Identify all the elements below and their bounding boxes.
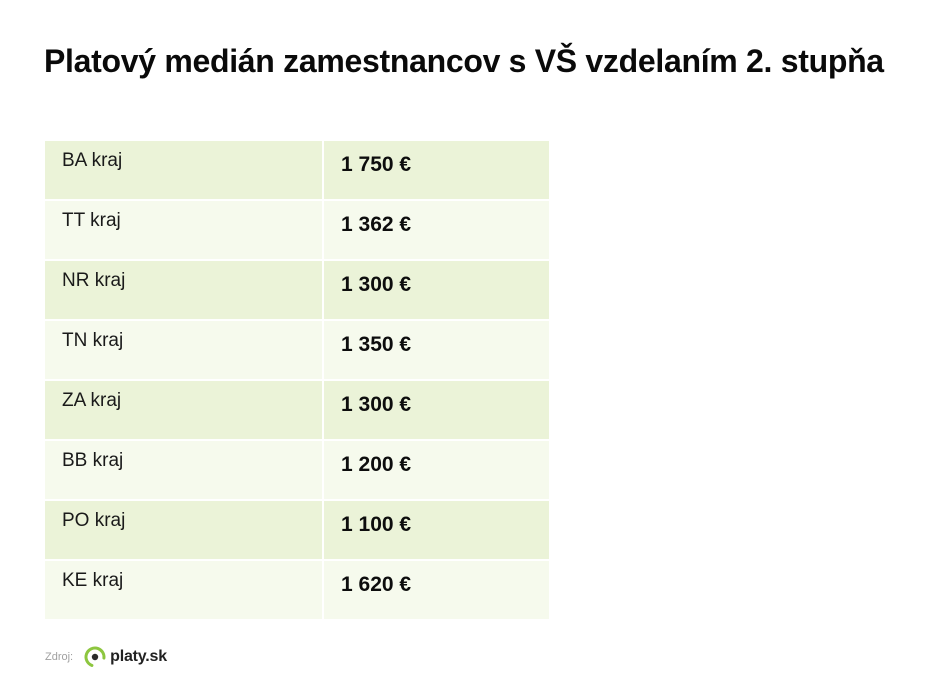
salary-cell: 1 100 € (341, 513, 412, 536)
platy-logo-icon (84, 646, 106, 668)
salary-cell: 1 300 € (341, 273, 412, 296)
salary-cell: 1 300 € (341, 393, 412, 416)
salary-table: BA kraj 1 750 € TT kraj 1 362 € NR kraj … (45, 141, 549, 621)
region-cell: TT kraj (45, 201, 324, 259)
region-cell: ZA kraj (45, 381, 324, 439)
page-title: Platový medián zamestnancov s VŠ vzdelan… (44, 43, 884, 79)
table-row: ZA kraj 1 300 € (45, 381, 549, 441)
source-label: Zdroj: (45, 651, 74, 663)
table-row: NR kraj 1 300 € (45, 261, 549, 321)
region-cell: TN kraj (45, 321, 324, 379)
region-cell: KE kraj (45, 561, 324, 619)
table-row: BA kraj 1 750 € (45, 141, 549, 201)
region-cell: PO kraj (45, 501, 324, 559)
region-cell: BB kraj (45, 441, 324, 499)
region-cell: BA kraj (45, 141, 324, 199)
table-row: TT kraj 1 362 € (45, 201, 549, 261)
region-cell: NR kraj (45, 261, 324, 319)
salary-cell: 1 200 € (341, 453, 412, 476)
source-footer: Zdroj: platy.sk (45, 642, 167, 672)
salary-cell: 1 620 € (341, 573, 412, 596)
salary-cell: 1 362 € (341, 213, 412, 236)
table-row: PO kraj 1 100 € (45, 501, 549, 561)
table-row: BB kraj 1 200 € (45, 441, 549, 501)
table-row: TN kraj 1 350 € (45, 321, 549, 381)
salary-cell: 1 750 € (341, 153, 412, 176)
table-row: KE kraj 1 620 € (45, 561, 549, 621)
salary-cell: 1 350 € (341, 333, 412, 356)
platy-logo: platy.sk (83, 645, 167, 669)
logo-text: platy.sk (110, 648, 167, 665)
